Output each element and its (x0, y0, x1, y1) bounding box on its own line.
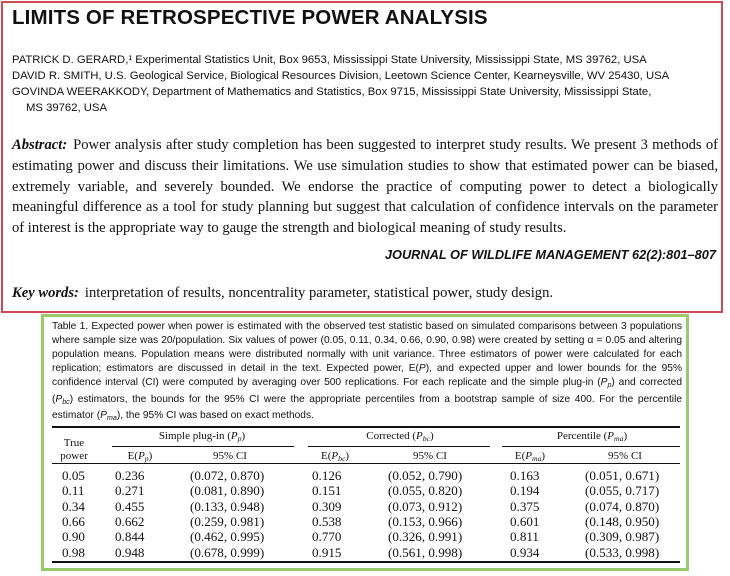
table-cell: (0.051, 0.671) (585, 468, 660, 483)
table-cell: 0.455 (115, 498, 145, 514)
group-header-simple: Simple plug-in (Pp) (158, 430, 246, 443)
subheader-ci-1: 95% CI (213, 450, 247, 462)
table-cell: (0.074, 0.870) (585, 498, 660, 514)
author-smith: DAVID R. SMITH, U.S. Geological Service,… (12, 70, 670, 82)
author-weerakkody: GOVINDA WEERAKKODY, Department of Mathem… (12, 86, 652, 98)
table-top-rule (52, 426, 680, 428)
table-cell: 0.662 (115, 513, 145, 529)
table-header-rule (52, 463, 680, 464)
table-cell: (0.561, 0.998) (388, 544, 463, 560)
article-header-box (1, 1, 723, 313)
table-cell: 0.98 (62, 544, 85, 560)
true-power-header: True power (54, 437, 94, 463)
table-cell: 0.271 (115, 483, 145, 499)
table-cell: 0.538 (312, 513, 342, 529)
table-cell: 0.309 (312, 498, 342, 514)
true-power-header-line2: power (60, 450, 88, 462)
author-gerard: PATRICK D. GERARD,¹ Experimental Statist… (12, 54, 647, 66)
table-cell: (0.055, 0.820) (388, 483, 463, 499)
table-cell: 0.844 (115, 529, 145, 545)
table-cell: 0.770 (312, 529, 342, 545)
table-cell: (0.309, 0.987) (585, 529, 660, 545)
author-list: PATRICK D. GERARD,¹ Experimental Statist… (12, 52, 717, 116)
group-rule-corrected (308, 446, 490, 447)
table-cell: 0.915 (312, 544, 342, 560)
table-cell: 0.236 (115, 468, 145, 483)
table-cell: (0.073, 0.912) (388, 498, 463, 514)
table-cell: 0.948 (115, 544, 145, 560)
table-cell: 0.601 (510, 513, 540, 529)
table-cell: (0.072, 0.870) (190, 468, 265, 483)
table-caption: Table 1. Expected power when power is es… (52, 321, 682, 423)
table-cell: 0.34 (62, 498, 85, 514)
subheader-ci-2: 95% CI (413, 450, 447, 462)
table-cell: (0.533, 0.998) (585, 544, 660, 560)
article-title: LIMITS OF RETROSPECTIVE POWER ANALYSIS (12, 6, 488, 29)
table-cell: (0.148, 0.950) (585, 513, 660, 529)
abstract: Abstract: Power analysis after study comp… (12, 135, 718, 239)
table-cell: (0.153, 0.966) (388, 513, 463, 529)
abstract-label: Abstract: (12, 137, 68, 153)
table-cell: (0.133, 0.948) (190, 498, 265, 514)
abstract-text: Power analysis after study completion ha… (12, 137, 718, 237)
table-cell: 0.151 (312, 483, 342, 499)
table-cell: (0.052, 0.790) (388, 468, 463, 483)
subheader-ep: E(Pp) (127, 450, 153, 463)
subheader-ci-3: 95% CI (608, 450, 642, 462)
keywords: Key words: interpretation of results, non… (12, 285, 553, 302)
table-cell: 0.375 (510, 498, 540, 514)
table-cell: (0.678, 0.999) (190, 544, 265, 560)
group-header-percentile: Percentile (Pma) (556, 430, 628, 443)
keywords-text: interpretation of results, noncentrality… (84, 285, 554, 301)
table-cell: 0.163 (510, 468, 540, 483)
group-rule-simple (112, 446, 294, 447)
table-cell: (0.055, 0.717) (585, 483, 660, 499)
table-cell: 0.66 (62, 513, 85, 529)
table-cell: 0.811 (510, 529, 539, 545)
table-cell: (0.326, 0.991) (388, 529, 463, 545)
table-cell: 0.05 (62, 468, 85, 483)
table-cell: 0.126 (312, 468, 342, 483)
subheader-epma: E(Pma) (514, 450, 546, 463)
table-cell: (0.081, 0.890) (190, 483, 265, 499)
author-weerakkody-cont: MS 39762, USA (26, 102, 108, 114)
table-cell: (0.462, 0.995) (190, 529, 265, 545)
group-header-corrected: Corrected (Pbc) (366, 430, 434, 443)
table-box (41, 314, 689, 571)
true-power-header-line1: True (63, 437, 85, 449)
table-cell: 0.194 (510, 483, 540, 499)
table-cell: 0.934 (510, 544, 540, 560)
table-cell: 0.11 (62, 483, 85, 499)
subheader-epbc: E(Pbc) (320, 450, 350, 463)
keywords-label: Key words: (12, 285, 79, 301)
table-bottom-rule (52, 561, 680, 563)
journal-citation: JOURNAL OF WILDLIFE MANAGEMENT 62(2):801… (384, 247, 716, 262)
table-cell: 0.90 (62, 529, 85, 545)
group-rule-percentile (502, 446, 680, 447)
table-cell: (0.259, 0.981) (190, 513, 265, 529)
